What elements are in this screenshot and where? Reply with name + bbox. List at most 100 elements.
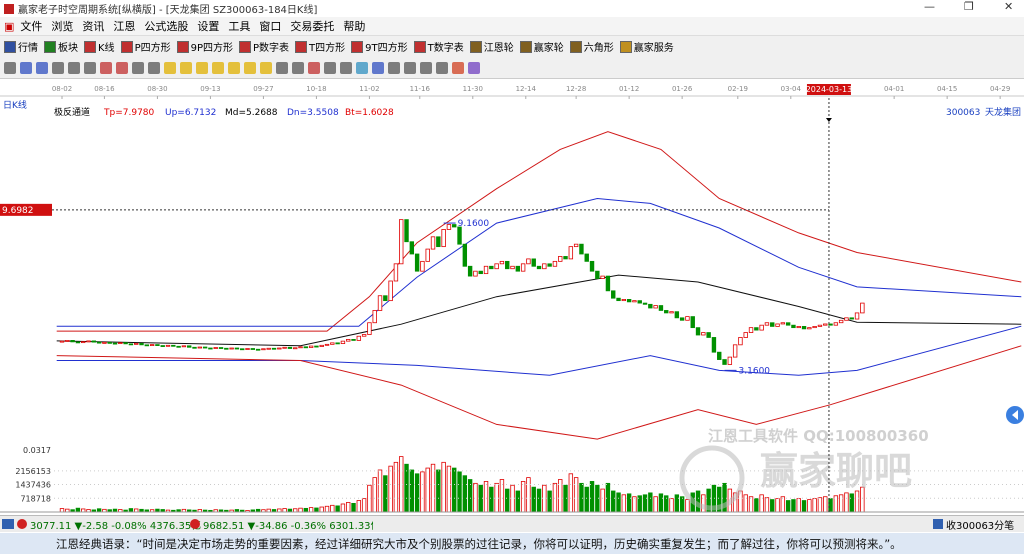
toolbar-button[interactable]: K线: [84, 39, 115, 54]
toolbar-button[interactable]: 六角形: [569, 39, 614, 54]
menu-item[interactable]: 设置: [197, 20, 220, 33]
toolbar-button[interactable]: P四方形: [120, 39, 171, 54]
tool-icon[interactable]: [452, 61, 464, 74]
menu-item[interactable]: 文件: [20, 20, 43, 33]
tool-icon[interactable]: [420, 61, 432, 74]
band-line: [56, 197, 1022, 327]
menu-item[interactable]: 窗口: [259, 20, 282, 33]
status-bar: 3077.11 ▼-2.58 -0.08% 4376.35亿 9682.51 ▼…: [0, 515, 1024, 532]
tool-icon[interactable]: [244, 61, 256, 74]
minimize-button[interactable]: —: [924, 0, 935, 13]
candle: [255, 348, 261, 351]
volume-bar: [388, 465, 393, 513]
menu-item[interactable]: 浏览: [51, 20, 74, 33]
candle: [75, 341, 81, 344]
candle: [584, 253, 589, 262]
candle: [632, 300, 637, 303]
toolbar-icon: [239, 40, 251, 53]
maximize-button[interactable]: ❐: [964, 0, 974, 13]
candle: [849, 317, 854, 320]
candle: [346, 339, 351, 342]
candle: [759, 324, 764, 331]
toolbar-button[interactable]: 行情: [4, 39, 38, 54]
volume-bar: [489, 486, 494, 513]
candle: [404, 219, 409, 243]
toolbar-button[interactable]: 江恩轮: [469, 39, 514, 54]
tick-detail: 收300063分笔: [946, 520, 1015, 532]
toolbar-button[interactable]: P数字表: [239, 39, 289, 54]
candle: [478, 270, 483, 275]
tool-icon[interactable]: [356, 61, 368, 74]
tool-icon[interactable]: [36, 61, 48, 74]
candle: [293, 347, 298, 350]
tool-icon[interactable]: [180, 61, 192, 74]
menu-item[interactable]: 交易委托: [290, 20, 335, 33]
tool-icon[interactable]: [116, 61, 128, 74]
period-label: 日K线: [3, 99, 27, 111]
tool-icon[interactable]: [372, 61, 384, 74]
tool-icon[interactable]: [324, 61, 336, 74]
candle: [844, 317, 849, 321]
toolbar-label: 9T四方形: [365, 43, 408, 54]
toolbar-label: P数字表: [253, 43, 290, 54]
toolbar-button[interactable]: 9P四方形: [176, 39, 233, 54]
volume-bar: [828, 498, 833, 513]
volume-bar: [128, 508, 134, 513]
volume-bar: [330, 504, 335, 513]
candle: [176, 345, 181, 348]
tool-icon[interactable]: [4, 61, 16, 74]
volume-bar: [372, 477, 377, 513]
candle: [149, 344, 155, 346]
toolbar-button[interactable]: 赢家轮: [519, 39, 564, 54]
toolbar-button[interactable]: 9T四方形: [351, 39, 408, 54]
candle: [287, 346, 293, 349]
app-icon: [4, 3, 14, 14]
x-tick-label: 11-02: [359, 85, 379, 93]
candle: [123, 342, 128, 345]
toolbar-button[interactable]: 板块: [44, 39, 78, 54]
toolbar-button[interactable]: T数字表: [413, 39, 464, 54]
cursor-price: 9.6982: [2, 206, 34, 216]
toolbar-icon: [619, 40, 632, 53]
menu-item[interactable]: 江恩: [113, 20, 136, 33]
tool-icon[interactable]: [52, 61, 64, 74]
tool-icon[interactable]: [100, 61, 112, 74]
volume-bar: [298, 507, 303, 513]
tool-icon[interactable]: [68, 61, 80, 74]
toolbar-label: T四方形: [309, 43, 346, 54]
toolbar-icon: [469, 40, 482, 53]
tool-icon[interactable]: [212, 61, 224, 74]
tool-icon[interactable]: [292, 61, 304, 74]
tool-icon[interactable]: [164, 61, 176, 74]
icon-toolbar: [0, 57, 1024, 79]
tool-icon[interactable]: [404, 61, 416, 74]
menu-item[interactable]: 公式选股: [144, 20, 189, 33]
toolbar-icon: [413, 40, 426, 53]
tool-icon[interactable]: [228, 61, 240, 74]
tool-icon[interactable]: [148, 61, 160, 74]
candle: [679, 317, 685, 321]
tool-icon[interactable]: [84, 61, 96, 74]
candle: [160, 345, 165, 347]
volume-bar: [801, 500, 807, 513]
tool-icon[interactable]: [468, 61, 480, 74]
tool-icon[interactable]: [276, 61, 288, 74]
tool-icon[interactable]: [340, 61, 352, 74]
toolbar-button[interactable]: T四方形: [295, 39, 345, 54]
volume-bar: [600, 488, 605, 513]
candle: [351, 339, 356, 341]
close-button[interactable]: ✕: [1004, 0, 1014, 13]
menu-item[interactable]: 资讯: [82, 20, 105, 33]
tool-icon[interactable]: [196, 61, 208, 74]
tool-icon[interactable]: [308, 61, 320, 74]
toolbar-button[interactable]: 赢家服务: [619, 39, 674, 54]
tool-icon[interactable]: [132, 61, 144, 74]
volume-bar: [791, 499, 796, 513]
tool-icon[interactable]: [388, 61, 400, 74]
menu-item[interactable]: 帮助: [343, 20, 366, 33]
tool-icon[interactable]: [260, 61, 272, 74]
menu-item[interactable]: 工具: [228, 20, 251, 33]
tool-icon[interactable]: [20, 61, 32, 74]
tool-icon[interactable]: [436, 61, 448, 74]
toolbar-label: 江恩轮: [483, 43, 514, 54]
